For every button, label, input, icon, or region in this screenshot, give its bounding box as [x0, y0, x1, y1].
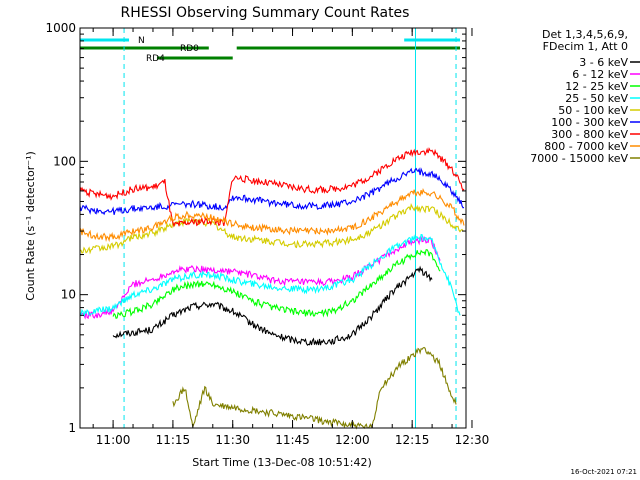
y-tick-label: 10	[61, 288, 76, 302]
chart-title: RHESSI Observing Summary Count Rates	[121, 5, 410, 21]
legend-header-line: FDecim 1, Att 0	[543, 40, 628, 53]
series-line-300-800-kev	[79, 147, 465, 228]
legend-entry-label: 800 - 7000 keV	[544, 140, 628, 153]
legend-entry-label: 6 - 12 keV	[572, 68, 628, 81]
y-tick-label: 1000	[45, 21, 76, 35]
x-tick-label: 12:15	[395, 433, 430, 447]
y-tick-label: 100	[53, 154, 76, 168]
legend-entry-label: 3 - 6 keV	[579, 56, 628, 69]
y-tick-label: 1	[68, 421, 76, 435]
legend-header-line: Det 1,3,4,5,6,9,	[542, 28, 628, 41]
legend-entry-label: 12 - 25 keV	[565, 80, 628, 93]
legend-entry-label: 100 - 300 keV	[551, 116, 628, 129]
legend-entry-label: 50 - 100 keV	[558, 104, 628, 117]
flag-label-n: N	[138, 36, 145, 46]
timestamp: 16-Oct-2021 07:21	[571, 468, 637, 476]
legend-entry-label: 25 - 50 keV	[565, 92, 628, 105]
x-tick-label: 11:45	[275, 433, 310, 447]
x-tick-label: 11:00	[96, 433, 131, 447]
legend-entry-label: 300 - 800 keV	[551, 128, 628, 141]
series-line-25-50-kev	[79, 234, 461, 317]
x-tick-label: 11:30	[215, 433, 250, 447]
x-tick-label: 12:30	[455, 433, 490, 447]
x-tick-label: 11:15	[156, 433, 191, 447]
flag-label-rd4: RD4	[146, 54, 165, 64]
series-line-6-12-kev	[79, 235, 441, 320]
series-line-50-100-kev	[79, 202, 465, 255]
x-tick-label: 12:00	[335, 433, 370, 447]
series-line-3-6-kev	[112, 265, 433, 346]
series-line-800-7000-kev	[79, 187, 465, 243]
legend-entry-label: 7000 - 15000 keV	[530, 152, 628, 165]
series-line-12-25-kev	[112, 249, 441, 320]
flag-label-rd0: RD0	[180, 44, 199, 54]
y-axis-label: Count Rate (s⁻¹ detector⁻¹)	[24, 151, 37, 301]
series-line-100-300-kev	[79, 167, 465, 216]
x-axis-label: Start Time (13-Dec-08 10:51:42)	[192, 456, 372, 469]
series-line-7000-15000-kev	[172, 346, 457, 430]
